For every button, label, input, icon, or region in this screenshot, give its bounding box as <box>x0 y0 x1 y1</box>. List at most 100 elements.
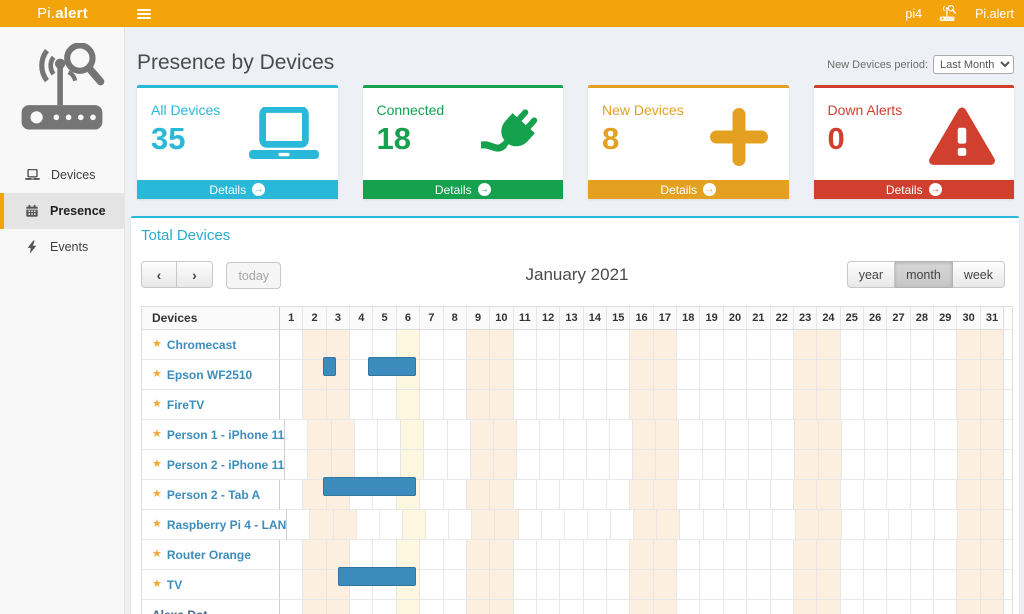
presence-bar[interactable] <box>368 357 416 376</box>
hamburger-menu-icon[interactable] <box>125 0 163 27</box>
day-cell <box>489 330 513 359</box>
top-navbar: Pi. alert pi4 Pi.alert <box>0 0 1024 27</box>
pialert-mini-logo-icon <box>938 5 959 22</box>
day-cell <box>539 420 562 449</box>
device-link[interactable]: Alexa Dot <box>152 608 207 614</box>
sidebar-item-presence[interactable]: Presence <box>0 193 124 229</box>
device-link[interactable]: Person 2 - iPhone 11 <box>166 457 285 472</box>
day-cell <box>699 390 722 419</box>
device-link[interactable]: Router Orange <box>166 547 251 562</box>
presence-bar[interactable] <box>322 477 416 496</box>
day-cell <box>956 420 980 449</box>
day-cell <box>325 330 350 359</box>
period-select[interactable]: Last Month <box>933 55 1014 74</box>
plug-icon <box>481 98 549 176</box>
sidebar: Devices Presence Events <box>0 27 125 614</box>
week-view-button[interactable]: week <box>952 261 1005 288</box>
day-cell <box>817 420 841 449</box>
day-cell <box>816 480 840 509</box>
day-cell <box>307 420 331 449</box>
device-row: ★ Raspberry Pi 4 - LAN <box>142 510 1012 540</box>
device-row: ★ Chromecast <box>142 330 1012 360</box>
prev-month-button[interactable]: ‹ <box>141 261 177 288</box>
day-cell <box>956 390 980 419</box>
day-cell <box>632 450 656 479</box>
details-link-new-devices[interactable]: Details → <box>588 180 789 199</box>
scroll-gutter <box>1003 330 1012 360</box>
day-cell <box>606 480 629 509</box>
device-link[interactable]: Person 1 - iPhone 11 <box>166 427 285 442</box>
device-link[interactable]: Raspberry Pi 4 - LAN <box>166 517 287 532</box>
day-cell <box>862 540 886 569</box>
day-cell <box>302 360 326 389</box>
arrow-circle-right-icon: → <box>703 183 717 196</box>
device-link[interactable]: FireTV <box>166 397 205 412</box>
details-link-connected[interactable]: Details → <box>362 180 563 199</box>
device-link[interactable]: Epson WF2510 <box>166 367 253 382</box>
device-link[interactable]: Chromecast <box>166 337 237 352</box>
day-cell <box>419 330 442 359</box>
hostname-link[interactable]: pi4 <box>905 6 923 21</box>
day-cell <box>606 570 629 599</box>
day-cell <box>818 510 842 539</box>
day-cell <box>629 570 653 599</box>
card-label: Down Alerts <box>827 102 903 118</box>
card-value: 18 <box>376 121 411 156</box>
day-cell <box>395 600 420 614</box>
day-cell <box>465 360 490 389</box>
sidebar-item-events[interactable]: Events <box>0 229 124 265</box>
day-cell <box>372 390 395 419</box>
day-cell <box>610 510 633 539</box>
presence-bar[interactable] <box>338 567 416 586</box>
day-cell <box>489 390 513 419</box>
next-month-button[interactable]: › <box>177 261 213 288</box>
device-row: ★ FireTV <box>142 390 1012 420</box>
year-view-button[interactable]: year <box>846 261 896 288</box>
day-cell <box>816 570 840 599</box>
day-cell <box>442 330 466 359</box>
sidebar-nav: Devices Presence Events <box>0 157 124 265</box>
details-link-down-alerts[interactable]: Details → <box>813 180 1014 199</box>
user-menu[interactable]: Pi.alert <box>975 6 1014 21</box>
day-cell <box>562 450 586 479</box>
day-cell <box>652 330 677 359</box>
day-cell <box>492 450 517 479</box>
day-header-17: 17 <box>652 307 676 329</box>
day-cell <box>559 360 582 389</box>
today-button[interactable]: today <box>226 262 282 289</box>
presence-bar[interactable] <box>322 357 336 376</box>
day-cell <box>792 390 817 419</box>
device-link[interactable]: TV <box>166 577 183 592</box>
day-cell <box>465 570 490 599</box>
day-cell <box>652 360 677 389</box>
details-link-all-devices[interactable]: Details → <box>137 180 338 199</box>
day-header-12: 12 <box>535 307 559 329</box>
day-cell <box>471 510 495 539</box>
day-cell <box>956 600 980 614</box>
period-label: New Devices period: <box>827 58 928 71</box>
sidebar-item-label: Devices <box>51 168 96 182</box>
brand-logo[interactable]: Pi. alert <box>0 0 125 27</box>
day-cell <box>489 360 513 389</box>
sidebar-item-label: Events <box>50 240 89 254</box>
day-cell <box>817 450 841 479</box>
day-cell <box>419 480 442 509</box>
sidebar-item-devices[interactable]: Devices <box>0 157 124 193</box>
day-cell <box>280 600 302 614</box>
device-link[interactable]: Person 2 - Tab A <box>166 487 261 502</box>
day-cell <box>699 360 722 389</box>
day-header-15: 15 <box>606 307 629 329</box>
day-cell <box>401 510 425 539</box>
day-cell <box>325 600 350 614</box>
day-cell <box>582 390 606 419</box>
day-cell <box>535 540 559 569</box>
day-cell <box>746 570 769 599</box>
day-cell <box>933 570 956 599</box>
day-cell <box>280 480 302 509</box>
day-cell <box>349 360 372 389</box>
day-cell <box>699 600 722 614</box>
day-cell <box>582 600 606 614</box>
month-view-button[interactable]: month <box>895 261 953 288</box>
day-cell <box>325 540 350 569</box>
day-cell <box>469 420 493 449</box>
